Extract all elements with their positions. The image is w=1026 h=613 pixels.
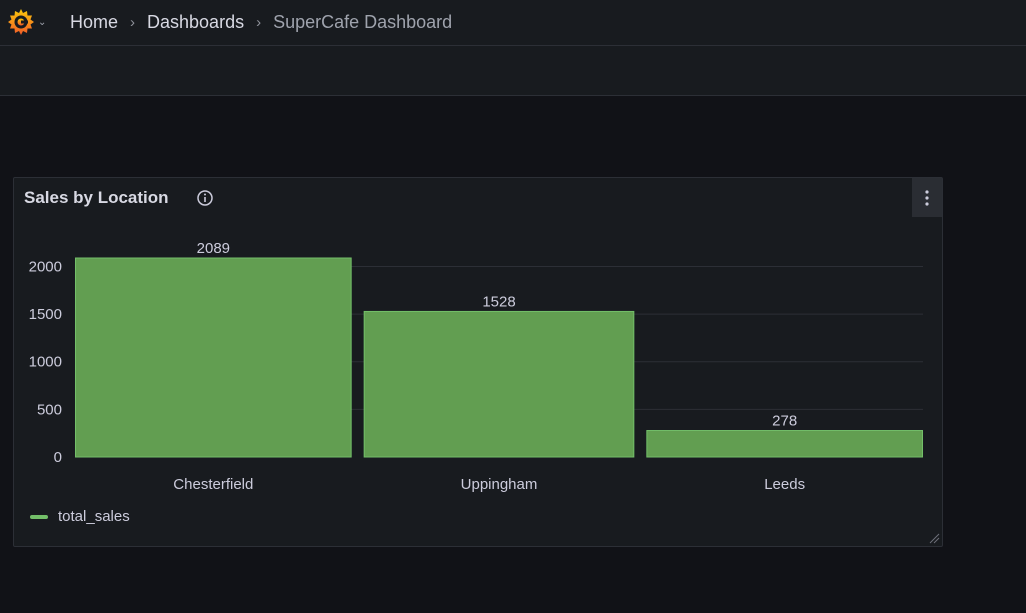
breadcrumb-home[interactable]: Home	[70, 12, 119, 32]
panel-title: Sales by Location	[24, 188, 169, 207]
grafana-logo-icon	[8, 9, 34, 35]
breadcrumb-current-dashboard: SuperCafe Dashboard	[273, 12, 453, 32]
x-tick-label: Chesterfield	[173, 476, 253, 493]
data-label: 1528	[482, 293, 515, 310]
y-tick-label: 0	[54, 449, 62, 466]
y-tick-label: 1000	[29, 354, 62, 371]
legend-item[interactable]: total_sales	[30, 508, 130, 525]
legend-swatch	[30, 514, 48, 519]
sales-by-location-panel: 0 500 1000 1500 2000 2089 Chesterfield 1528 Uppi…	[13, 177, 943, 547]
data-label: 278	[772, 413, 797, 430]
bar-leeds	[646, 430, 923, 458]
breadcrumb-separator: ›	[130, 14, 136, 31]
legend-label: total_sales	[58, 508, 130, 525]
breadcrumb: Home › Dashboards › SuperCafe Dashboard	[70, 0, 452, 45]
dashboard-toolbar	[0, 46, 1026, 96]
kebab-menu-icon	[925, 189, 929, 206]
data-label: 2089	[197, 240, 230, 257]
breadcrumb-dashboards[interactable]: Dashboards	[147, 12, 245, 32]
resize-handle-icon[interactable]	[928, 532, 940, 544]
top-navbar: ⌄ Home › Dashboards › SuperCafe Dashboar…	[0, 0, 1026, 46]
bar-uppingham	[363, 310, 635, 458]
y-tick-label: 1500	[29, 306, 62, 323]
grafana-logo-button[interactable]: ⌄	[6, 6, 52, 38]
chevron-down-icon: ⌄	[38, 16, 47, 28]
bar-chart: 0 500 1000 1500 2000 2089 Chesterfield 1528 Uppi…	[29, 240, 923, 493]
y-tick-label: 500	[37, 401, 62, 418]
breadcrumb-separator: ›	[256, 14, 262, 31]
x-tick-label: Uppingham	[461, 476, 538, 493]
bar-chesterfield	[75, 257, 352, 458]
panel-menu-button[interactable]	[912, 178, 942, 217]
y-tick-label: 2000	[29, 258, 62, 275]
info-icon[interactable]	[196, 189, 214, 207]
x-tick-label: Leeds	[764, 476, 805, 493]
